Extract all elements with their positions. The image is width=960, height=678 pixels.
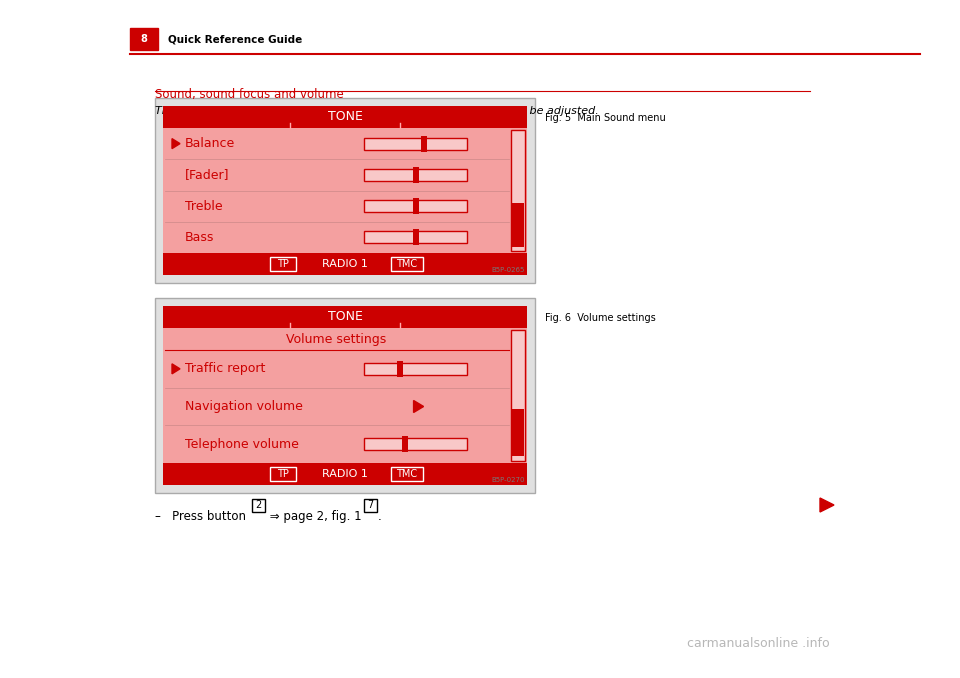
Text: ⇒ page 2, fig. 1: ⇒ page 2, fig. 1 [266, 510, 366, 523]
Bar [163, 306, 527, 328]
Bar [511, 130, 525, 251]
Text: TMC: TMC [396, 469, 418, 479]
Text: Volume settings: Volume settings [286, 332, 386, 346]
Bar [364, 231, 468, 243]
Text: TP: TP [277, 259, 289, 269]
Text: Telephone volume: Telephone volume [185, 438, 299, 451]
Text: RADIO 1: RADIO 1 [322, 259, 368, 269]
Bar [270, 467, 296, 481]
Text: TP: TP [277, 469, 289, 479]
Text: Sound, sound focus and volume: Sound, sound focus and volume [155, 88, 344, 101]
Bar [270, 257, 296, 271]
Text: .: . [378, 510, 382, 523]
Text: TMC: TMC [396, 259, 418, 269]
Text: Navigation volume: Navigation volume [185, 400, 302, 413]
Text: Quick Reference Guide: Quick Reference Guide [168, 34, 302, 44]
Text: Traffic report: Traffic report [185, 362, 265, 376]
Polygon shape [820, 498, 834, 512]
Bar [364, 438, 468, 450]
Polygon shape [172, 364, 180, 374]
Bar [163, 106, 527, 128]
Text: Bass: Bass [185, 231, 214, 244]
Bar [163, 328, 527, 463]
Bar [364, 200, 468, 212]
Text: 2: 2 [255, 500, 262, 511]
Bar [252, 499, 265, 512]
Bar [163, 106, 527, 275]
Bar [413, 229, 419, 245]
Text: B5P-0265: B5P-0265 [492, 267, 525, 273]
Text: B5P-0270: B5P-0270 [492, 477, 525, 483]
Bar [163, 306, 527, 485]
Bar [155, 298, 535, 493]
Text: RADIO 1: RADIO 1 [322, 469, 368, 479]
Bar [364, 138, 468, 150]
Text: Fig. 5  Main Sound menu: Fig. 5 Main Sound menu [545, 113, 665, 123]
Bar [391, 257, 422, 271]
Bar [402, 436, 408, 452]
Bar [155, 98, 535, 283]
Text: [Fader]: [Fader] [185, 168, 229, 182]
Text: 8: 8 [140, 34, 148, 44]
Bar [413, 167, 419, 183]
Text: The sound and volume properties of individual sound sources may be adjusted.: The sound and volume properties of indiv… [155, 106, 599, 116]
Bar [163, 463, 527, 485]
Text: Fig. 6  Volume settings: Fig. 6 Volume settings [545, 313, 656, 323]
Bar [511, 330, 525, 461]
Bar [364, 169, 468, 181]
Text: TONE: TONE [327, 111, 363, 123]
Polygon shape [172, 138, 180, 148]
Bar [512, 203, 524, 247]
Text: –   Press button: – Press button [155, 510, 250, 523]
Text: Treble: Treble [185, 199, 223, 213]
Text: carmanualsonline .info: carmanualsonline .info [687, 637, 830, 650]
Polygon shape [414, 401, 423, 412]
Bar [420, 136, 427, 152]
Bar [397, 361, 403, 377]
Bar [163, 128, 527, 253]
Text: 7: 7 [368, 500, 373, 511]
Bar [413, 198, 419, 214]
Bar [512, 409, 524, 456]
Text: TONE: TONE [327, 311, 363, 323]
Bar [391, 467, 422, 481]
Bar [364, 499, 377, 512]
Bar [130, 28, 158, 50]
Bar [163, 253, 527, 275]
Bar [364, 363, 468, 375]
Text: Balance: Balance [185, 137, 235, 150]
